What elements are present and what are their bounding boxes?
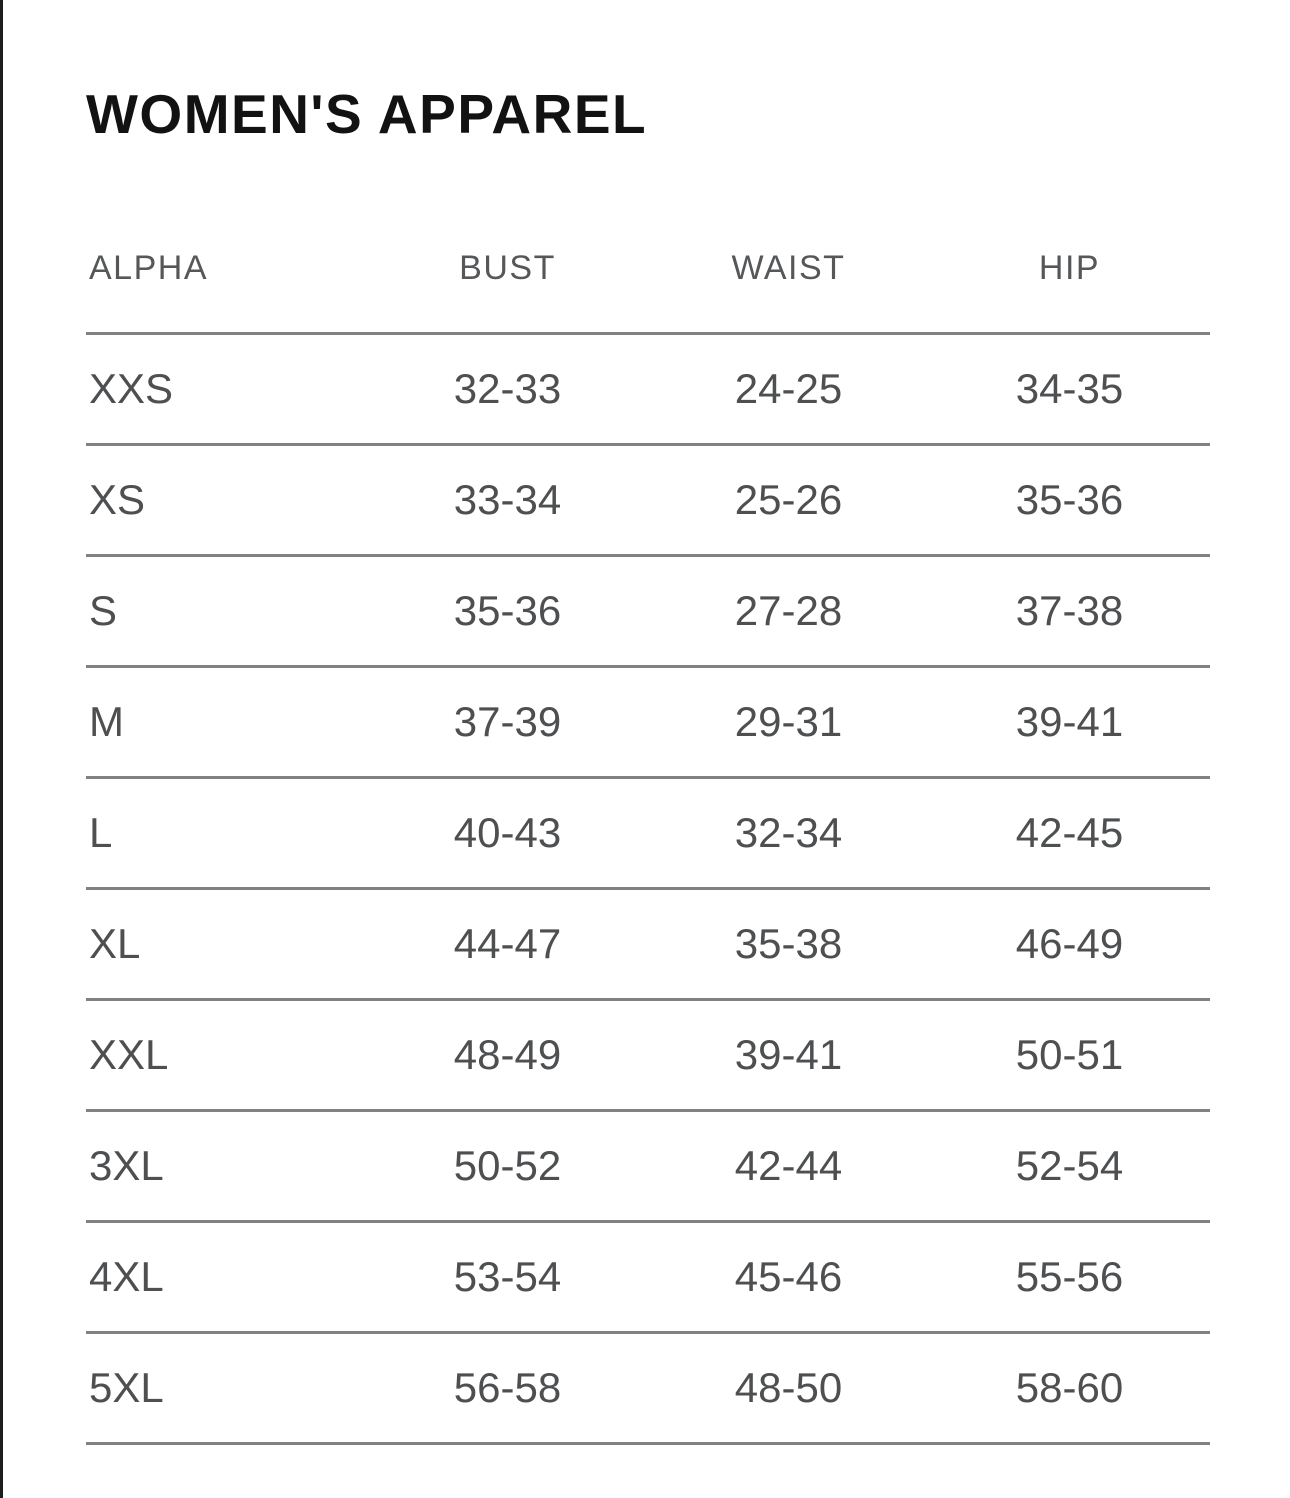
size-label-cell: M: [89, 697, 124, 745]
measurement-cell: 42-45: [1015, 808, 1124, 856]
table-row: XL 44-47 35-38 46-49: [86, 886, 1210, 998]
measurement-cell: 32-33: [453, 364, 562, 412]
column-header-alpha: ALPHA: [89, 248, 208, 287]
measurement-cell: 44-47: [453, 919, 562, 967]
table-row: XS 33-34 25-26 35-36: [86, 442, 1210, 554]
size-chart-table: ALPHA BUST WAIST HIP XXS 32-33 24-25 34-35 X…: [86, 249, 1210, 1445]
size-label-cell: XL: [89, 919, 141, 967]
measurement-cell: 45-46: [734, 1252, 843, 1300]
column-header-bust: BUST: [459, 248, 556, 287]
measurement-cell: 35-36: [1015, 475, 1124, 523]
measurement-cell: 50-51: [1015, 1030, 1124, 1078]
measurement-cell: 37-39: [453, 697, 562, 745]
size-label-cell: S: [89, 586, 118, 634]
column-header-hip: HIP: [1038, 248, 1101, 287]
measurement-cell: 32-34: [734, 808, 843, 856]
table-row: L 40-43 32-34 42-45: [86, 775, 1210, 887]
measurement-cell: 25-26: [734, 475, 843, 523]
table-row: M 37-39 29-31 39-41: [86, 664, 1210, 776]
table-body: XXS 32-33 24-25 34-35 XS 33-34 25-26 35-36 S 35-3…: [86, 331, 1210, 1442]
measurement-cell: 39-41: [1015, 697, 1124, 745]
table-row: 4XL 53-54 45-46 55-56: [86, 1219, 1210, 1331]
size-guide-content: WOMEN'S APPAREL ALPHA BUST WAIST HIP XXS…: [86, 83, 1210, 1445]
size-label-cell: XS: [89, 475, 146, 523]
size-label-cell: XXS: [89, 364, 174, 412]
measurement-cell: 56-58: [453, 1363, 562, 1411]
measurement-cell: 50-52: [453, 1141, 562, 1189]
measurement-cell: 48-49: [453, 1030, 562, 1078]
measurement-cell: 24-25: [734, 364, 843, 412]
table-row: XXL 48-49 39-41 50-51: [86, 997, 1210, 1109]
table-header-row: ALPHA BUST WAIST HIP: [86, 249, 1210, 332]
screen-left-edge-line: [0, 0, 3, 1498]
measurement-cell: 58-60: [1015, 1363, 1124, 1411]
measurement-cell: 35-36: [453, 586, 562, 634]
measurement-cell: 52-54: [1015, 1141, 1124, 1189]
size-label-cell: L: [89, 808, 113, 856]
table-row: S 35-36 27-28 37-38: [86, 553, 1210, 665]
column-header-waist: WAIST: [731, 248, 846, 287]
measurement-cell: 48-50: [734, 1363, 843, 1411]
measurement-cell: 33-34: [453, 475, 562, 523]
measurement-cell: 29-31: [734, 697, 843, 745]
measurement-cell: 35-38: [734, 919, 843, 967]
table-row: XXS 32-33 24-25 34-35: [86, 331, 1210, 443]
page-title: WOMEN'S APPAREL: [86, 83, 648, 145]
measurement-cell: 42-44: [734, 1141, 843, 1189]
size-label-cell: XXL: [89, 1030, 169, 1078]
size-label-cell: 5XL: [89, 1363, 164, 1411]
size-label-cell: 3XL: [89, 1141, 164, 1189]
size-label-cell: 4XL: [89, 1252, 164, 1300]
measurement-cell: 27-28: [734, 586, 843, 634]
table-row: 5XL 56-58 48-50 58-60: [86, 1330, 1210, 1442]
measurement-cell: 46-49: [1015, 919, 1124, 967]
measurement-cell: 34-35: [1015, 364, 1124, 412]
measurement-cell: 53-54: [453, 1252, 562, 1300]
measurement-cell: 40-43: [453, 808, 562, 856]
measurement-cell: 39-41: [734, 1030, 843, 1078]
table-row: 3XL 50-52 42-44 52-54: [86, 1108, 1210, 1220]
measurement-cell: 55-56: [1015, 1252, 1124, 1300]
measurement-cell: 37-38: [1015, 586, 1124, 634]
